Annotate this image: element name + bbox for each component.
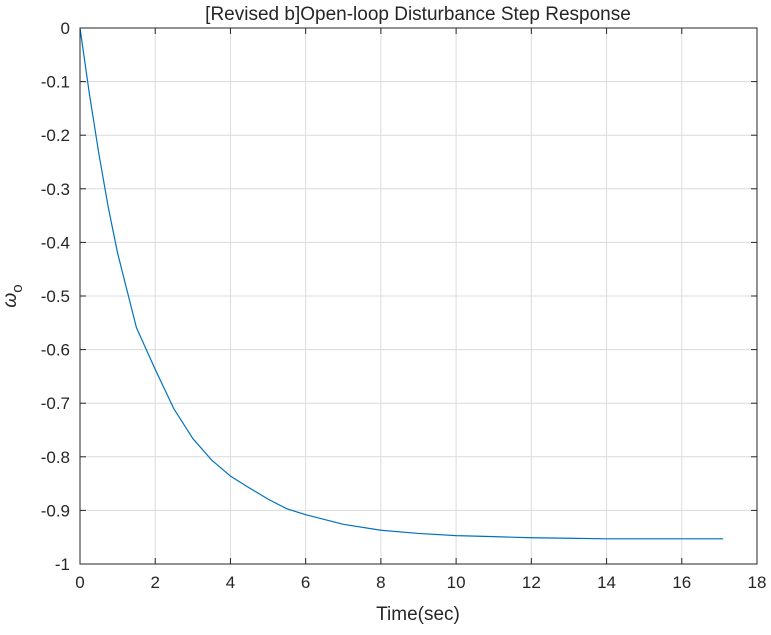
y-axis-label-base: ω xyxy=(0,293,21,308)
y-tick-label: -0.3 xyxy=(41,180,70,199)
y-tick-label: -0.7 xyxy=(41,394,70,413)
y-tick-label: -0.8 xyxy=(41,448,70,467)
x-tick-label: 14 xyxy=(597,573,616,592)
x-tick-label: 10 xyxy=(447,573,466,592)
y-axis-ticks: 0 -0.1 -0.2 -0.3 -0.4 -0.5 -0.6 -0.7 -0.8 -0.9 -1 xyxy=(41,19,757,574)
y-tick-label: -0.6 xyxy=(41,341,70,360)
y-tick-label: 0 xyxy=(61,19,70,38)
y-tick-label: -0.9 xyxy=(41,501,70,520)
x-tick-label: 4 xyxy=(226,573,235,592)
y-tick-label: -0.2 xyxy=(41,126,70,145)
x-tick-label: 8 xyxy=(376,573,385,592)
y-axis-label-subscript: o xyxy=(9,284,26,292)
y-tick-label: -0.1 xyxy=(41,73,70,92)
response-series-line xyxy=(79,27,724,540)
x-tick-label: 0 xyxy=(75,573,84,592)
y-tick-label: -0.5 xyxy=(41,287,70,306)
y-tick-label: -0.4 xyxy=(41,233,70,252)
chart-title: [Revised b]Open-loop Disturbance Step Re… xyxy=(205,4,631,25)
x-axis-ticks: 0 2 4 6 8 10 12 14 16 18 xyxy=(75,28,766,592)
x-tick-label: 2 xyxy=(150,573,159,592)
y-tick-label: -1 xyxy=(55,555,70,574)
x-axis-label: Time(sec) xyxy=(376,604,460,625)
x-tick-label: 12 xyxy=(522,573,541,592)
x-tick-label: 18 xyxy=(748,573,767,592)
y-axis-label: ωo xyxy=(0,284,26,307)
series-layer xyxy=(79,27,724,540)
x-tick-label: 6 xyxy=(301,573,310,592)
x-tick-label: 16 xyxy=(672,573,691,592)
